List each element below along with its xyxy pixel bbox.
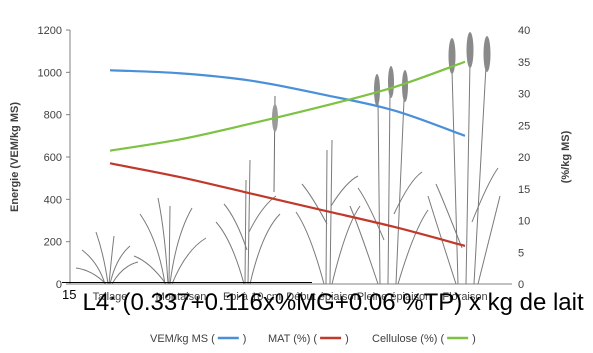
category-label: Tallage bbox=[93, 291, 128, 303]
grass-epi-illustration bbox=[215, 159, 281, 285]
grass-tallage-illustration bbox=[75, 231, 139, 285]
left-tick-label: 1200 bbox=[38, 25, 62, 37]
series-line-1 bbox=[109, 162, 466, 247]
left-tick-label: 200 bbox=[44, 237, 62, 249]
right-axis-title: (%/kg MS) bbox=[560, 130, 572, 183]
right-tick-label: 15 bbox=[518, 184, 530, 196]
wheat-ear-epi-illustration bbox=[272, 95, 278, 193]
category-label: Début épiaison bbox=[286, 291, 359, 303]
grass-montaison-illustration bbox=[133, 197, 207, 285]
left-tick-label: 600 bbox=[44, 152, 62, 164]
wheat-floraison-illustration bbox=[427, 32, 501, 285]
right-tick-label: 25 bbox=[518, 120, 530, 132]
right-tick-label: 10 bbox=[518, 216, 530, 228]
left-tick-label: 400 bbox=[44, 194, 62, 206]
left-tick-label: 800 bbox=[44, 110, 62, 122]
series-line-2 bbox=[109, 60, 466, 152]
footnote-marker: 15 bbox=[62, 287, 77, 302]
right-tick-label: 40 bbox=[518, 25, 530, 37]
legend-close-1: ) bbox=[345, 333, 349, 345]
category-label: Montaison bbox=[156, 291, 207, 303]
footnote: 15 L4: (0.337+0.116x%MG+0.06 %TP) x kg de… bbox=[62, 288, 592, 315]
grass-illustrations bbox=[75, 32, 501, 285]
legend-label-0: VEM/kg MS ( bbox=[150, 333, 215, 345]
footnote-text: L4: (0.337+0.116x%MG+0.06 %TP) x kg de l… bbox=[82, 289, 584, 316]
category-label: Epi à 10 cm bbox=[223, 291, 281, 303]
right-tick-label: 20 bbox=[518, 152, 530, 164]
legend-label-1: MAT (%) ( bbox=[268, 333, 317, 345]
right-tick-label: 0 bbox=[518, 279, 524, 291]
legend: VEM/kg MS () MAT (%) () Cellulose (%) () bbox=[150, 333, 476, 345]
legend-close-0: ) bbox=[243, 333, 247, 345]
left-tick-label: 0 bbox=[56, 279, 62, 291]
wheat-pleine-epiaison-illustration bbox=[349, 66, 429, 285]
left-axis-title: Energie (VEM/kg MS) bbox=[9, 102, 21, 212]
series-line-0 bbox=[109, 69, 466, 137]
legend-close-2: ) bbox=[472, 333, 476, 345]
category-label: Floraison bbox=[442, 291, 487, 303]
legend-label-2: Cellulose (%) ( bbox=[372, 333, 444, 345]
right-tick-label: 5 bbox=[518, 247, 524, 259]
category-label: Pleine épiaison bbox=[357, 291, 432, 303]
right-tick-label: 30 bbox=[518, 89, 530, 101]
left-tick-label: 1000 bbox=[38, 67, 62, 79]
right-tick-label: 35 bbox=[518, 57, 530, 69]
grass-debut-epiaison-illustration bbox=[295, 139, 361, 285]
footnote-rule bbox=[62, 282, 312, 283]
